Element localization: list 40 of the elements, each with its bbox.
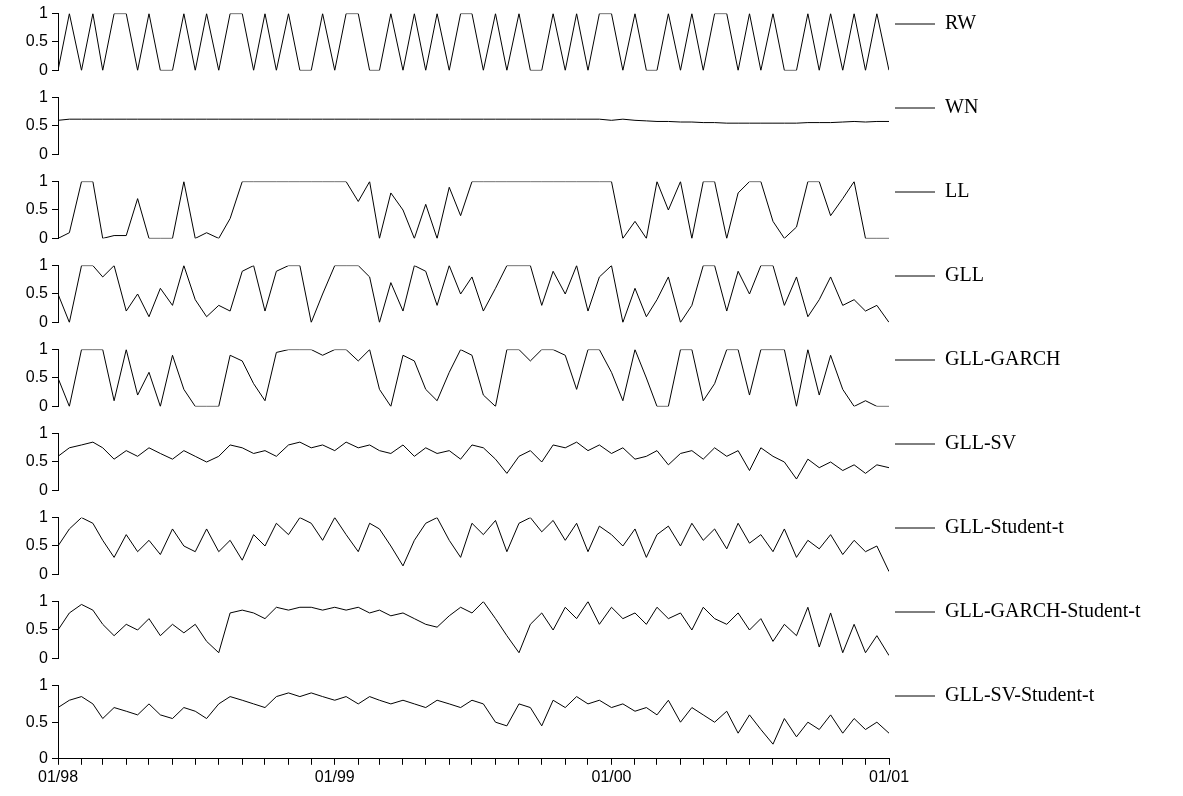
y-tick-label: 0.5 [25,200,49,218]
legend-label: GLL-Student-t [945,515,1065,538]
y-tick-label: 0 [39,312,49,330]
x-tick-label: 01/98 [37,767,79,785]
y-tick-label: 0.5 [25,32,49,50]
y-tick-label: 0.5 [25,284,49,302]
y-tick-label: 0.5 [25,620,49,638]
y-tick-label: 0 [39,228,49,246]
legend-label: WN [945,95,979,118]
x-tick-label: 01/01 [868,767,910,785]
y-tick-label: 1 [39,256,49,274]
x-tick-label: 01/99 [314,767,355,785]
legend-label: RW [945,11,977,34]
y-tick-label: 0 [39,60,49,78]
y-tick-label: 1 [39,88,49,106]
legend-label: GLL-GARCH [945,347,1061,370]
y-tick-label: 0 [39,564,49,582]
y-tick-label: 0.5 [25,368,49,386]
y-tick-label: 1 [39,172,49,190]
y-tick-label: 1 [39,508,49,526]
y-tick-label: 0 [39,648,49,666]
legend-label: GLL [945,263,984,286]
y-tick-label: 0 [39,144,49,162]
y-tick-label: 0 [39,396,49,414]
legend-label: GLL-SV-Student-t [945,683,1095,706]
y-tick-label: 0.5 [25,452,49,470]
x-tick-label: 01/00 [591,767,632,785]
legend-label: LL [945,179,970,202]
y-tick-label: 0 [39,480,49,498]
y-tick-label: 1 [39,340,49,358]
y-tick-label: 0 [39,749,49,767]
y-tick-label: 1 [39,4,49,22]
legend-label: GLL-GARCH-Student-t [945,599,1141,622]
y-tick-label: 1 [39,676,49,694]
legend-label: GLL-SV [945,431,1017,454]
y-tick-label: 1 [39,424,49,442]
y-tick-label: 0.5 [25,116,49,134]
y-tick-label: 0.5 [25,712,49,730]
y-tick-label: 0.5 [25,536,49,554]
y-tick-label: 1 [39,592,49,610]
